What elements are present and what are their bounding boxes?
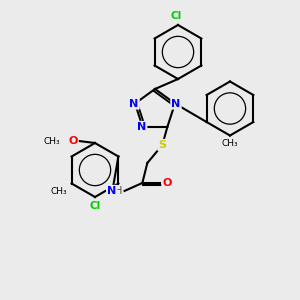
Text: S: S xyxy=(158,140,166,150)
Text: CH₃: CH₃ xyxy=(222,139,238,148)
Text: O: O xyxy=(68,136,78,146)
Text: Cl: Cl xyxy=(170,11,182,21)
Text: O: O xyxy=(162,178,172,188)
Text: N: N xyxy=(107,186,116,196)
Text: CH₃: CH₃ xyxy=(51,188,68,196)
Text: N: N xyxy=(129,98,139,109)
Text: CH₃: CH₃ xyxy=(44,136,60,146)
Text: N: N xyxy=(137,122,146,132)
Text: Cl: Cl xyxy=(89,201,100,211)
Text: H: H xyxy=(115,186,122,196)
Text: N: N xyxy=(171,98,181,109)
